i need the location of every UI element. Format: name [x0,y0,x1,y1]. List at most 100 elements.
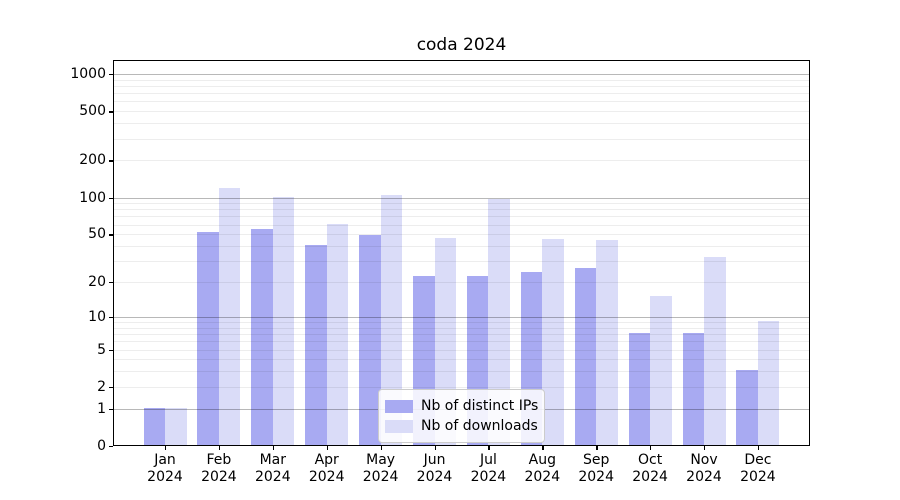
minor-gridline-400 [114,123,809,125]
y-tick-label-500: 500 [79,103,106,120]
x-tick-label-sep: Sep 2024 [578,452,614,485]
x-tick-label-mar: Mar 2024 [254,452,291,485]
y-tick-label-10: 10 [88,308,106,325]
x-tick-label-apr: Apr 2024 [308,452,345,485]
bar-downloads-jul [488,198,510,445]
bar-ips-oct [628,333,651,445]
x-tick-mark-oct [650,446,652,450]
legend: Nb of distinct IPs Nb of downloads [378,389,545,443]
bar-ips-may [359,235,381,445]
y-tick-mark-50 [109,234,113,236]
major-gridline-1000 [114,74,809,76]
bar-ips-dec [736,370,758,445]
bar-downloads-nov [704,256,726,445]
minor-gridline-9 [114,322,809,324]
x-tick-mark-aug [542,446,544,450]
bar-downloads-sep [596,240,618,445]
x-tick-label-may: May 2024 [362,452,399,485]
minor-gridline-60 [114,224,809,226]
minor-gridline-700 [114,93,809,95]
y-tick-mark-500 [109,111,113,113]
minor-gridline-90 [114,203,809,205]
y-tick-mark-1000 [109,74,113,76]
minor-gridline-600 [114,101,809,103]
minor-gridline-30 [114,261,809,263]
x-tick-mark-sep [596,446,598,450]
x-tick-mark-mar [272,446,275,450]
bar-ips-feb [197,232,219,445]
bar-ips-sep [574,267,597,445]
x-tick-label-aug: Aug 2024 [524,452,561,485]
chart-title: coda 2024 [416,35,507,55]
minor-gridline-80 [114,209,809,211]
minor-gridline-300 [114,138,809,140]
x-tick-mark-may [380,446,382,450]
legend-item-distinct-ips: Nb of distinct IPs [385,396,539,416]
x-tick-mark-nov [704,446,706,450]
y-tick-label-1: 1 [97,400,106,417]
minor-gridline-500 [114,111,809,113]
minor-gridline-7 [114,334,809,336]
bar-downloads-apr [326,223,349,445]
bar-ips-nov [682,333,704,445]
x-tick-label-dec: Dec 2024 [740,452,776,485]
x-tick-mark-jan [165,446,167,450]
x-tick-label-jul: Jul 2024 [470,452,507,485]
x-tick-label-nov: Nov 2024 [686,452,722,485]
y-tick-mark-20 [109,282,113,284]
y-tick-mark-10 [109,316,113,319]
y-tick-label-100: 100 [79,189,106,206]
legend-item-downloads: Nb of downloads [385,416,538,436]
bar-downloads-oct [650,295,672,445]
x-tick-mark-dec [757,446,760,450]
bar-downloads-may [380,195,403,445]
minor-gridline-8 [114,327,809,329]
y-tick-mark-200 [109,160,113,162]
minor-gridline-200 [114,160,809,162]
x-tick-label-jun: Jun 2024 [416,452,453,485]
minor-gridline-6 [114,341,809,343]
minor-gridline-2 [114,386,809,388]
y-tick-label-0: 0 [97,438,106,454]
y-tick-label-5: 5 [97,341,106,358]
x-tick-mark-jun [434,446,436,450]
minor-gridline-900 [114,79,809,81]
x-tick-label-oct: Oct 2024 [632,452,668,485]
minor-gridline-20 [114,282,809,284]
minor-gridline-3 [114,371,809,373]
y-tick-label-1000: 1000 [70,66,106,83]
y-tick-mark-2 [109,386,113,389]
y-tick-mark-1 [109,408,113,411]
minor-gridline-5 [114,349,809,351]
plot-area [113,60,810,446]
legend-swatch-1 [385,419,413,433]
x-tick-mark-feb [218,446,221,450]
y-tick-mark-100 [109,197,113,199]
y-tick-label-200: 200 [79,152,106,169]
y-tick-label-2: 2 [97,378,106,395]
bar-ips-mar [251,229,273,445]
bar-ips-apr [305,245,327,445]
bar-downloads-feb [218,187,241,445]
bar-downloads-jan [165,407,187,445]
minor-gridline-70 [114,216,809,218]
bar-downloads-dec [757,321,780,445]
major-gridline-100 [114,197,809,199]
y-tick-mark-5 [109,349,113,351]
bar-downloads-aug [542,238,564,445]
minor-gridline-4 [114,359,809,361]
minor-gridline-50 [114,234,809,236]
bar-downloads-mar [272,196,295,445]
x-tick-label-jan: Jan 2024 [147,452,183,485]
y-tick-label-20: 20 [88,274,106,291]
x-tick-label-feb: Feb 2024 [201,452,237,485]
minor-gridline-800 [114,86,809,88]
x-tick-mark-jul [488,446,490,450]
bar-ips-jan [143,407,165,445]
x-tick-mark-apr [326,446,329,450]
legend-label-0: Nb of distinct IPs [421,398,539,414]
minor-gridline-40 [114,246,809,248]
y-tick-label-50: 50 [88,226,106,243]
legend-label-1: Nb of downloads [421,418,538,434]
